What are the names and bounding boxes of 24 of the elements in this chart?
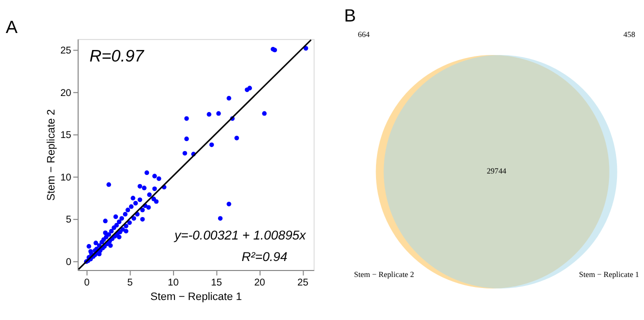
annotation: R²=0.94 <box>242 249 288 264</box>
x-tick-label: 0 <box>84 277 90 288</box>
y-tick-label: 0 <box>66 257 72 268</box>
chart-title: A <box>6 17 18 38</box>
y-axis-title: Stem − Replicate 2 <box>45 109 58 201</box>
text: B <box>344 5 356 26</box>
text: 29744 <box>486 166 506 176</box>
y-tick-label: 5 <box>66 214 72 226</box>
annotation: y=-0.00321 + 1.00895x <box>173 228 306 243</box>
x-tick-label: 20 <box>254 277 266 288</box>
y-tick-label: 10 <box>60 172 72 184</box>
x-tick-label: 5 <box>127 277 134 288</box>
category-label: Stem − Replicate 1 <box>578 270 640 279</box>
category-label: Stem − Replicate 2 <box>354 270 414 279</box>
x-tick-label: 15 <box>210 277 222 288</box>
annotation: R=0.97 <box>89 46 145 66</box>
x-axis-title: Stem − Replicate 1 <box>150 291 242 304</box>
text: 664 <box>358 30 370 40</box>
text: 458 <box>623 30 636 40</box>
y-tick-label: 25 <box>60 45 72 56</box>
x-tick-label: 25 <box>297 277 309 288</box>
y-tick-label: 20 <box>60 88 72 99</box>
x-tick-label: 10 <box>168 277 180 288</box>
y-tick-label: 15 <box>60 130 72 142</box>
